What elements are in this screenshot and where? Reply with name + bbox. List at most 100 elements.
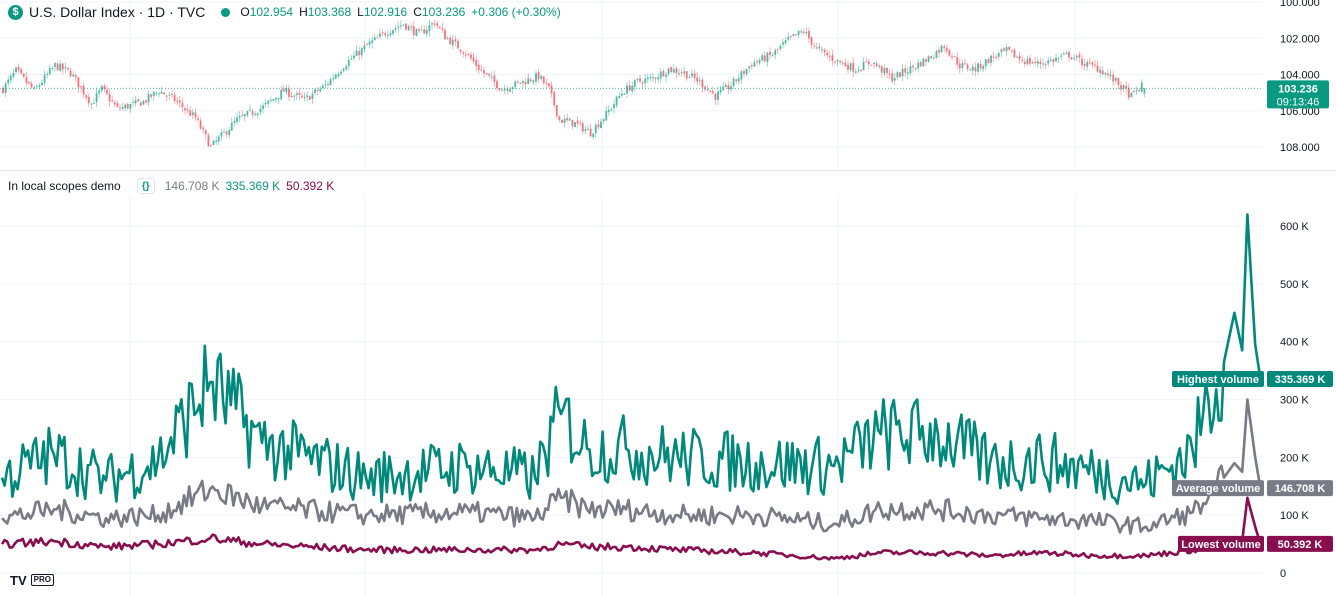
price-axis-tick-label: 106.000 [1280, 106, 1320, 118]
candle-body [883, 68, 886, 74]
candle-body [961, 63, 964, 68]
candle-body [641, 82, 644, 84]
volume-axis-tick-label: 0 [1280, 568, 1286, 580]
candle-body [360, 48, 363, 56]
indicator-legend: In local scopes demo {} 146.708 K 335.36… [8, 178, 334, 194]
tradingview-logo[interactable]: TV PRO [10, 572, 54, 588]
candle-body [566, 118, 569, 121]
candle-body [1104, 72, 1107, 75]
candle-body [249, 109, 251, 111]
candle-body [763, 55, 766, 62]
candle-body [165, 95, 168, 97]
candle-body [139, 102, 142, 106]
candle-body [381, 32, 384, 34]
candle-body [914, 68, 917, 70]
candle-body [85, 95, 88, 98]
indicator-value-lowest: 50.392 K [286, 179, 335, 193]
candle-body [587, 129, 589, 131]
candle-body [464, 54, 467, 56]
candle-body [64, 67, 67, 69]
candle-body [389, 33, 392, 36]
candle-body [1062, 53, 1065, 55]
candle-body [873, 62, 875, 64]
candle-body [550, 85, 553, 93]
candle-body [919, 61, 922, 67]
candle-body [412, 26, 415, 35]
symbol-title[interactable]: U.S. Dollar Index · 1D · TVC [29, 4, 206, 20]
candle-body [41, 82, 43, 86]
candle-body [405, 23, 407, 30]
candle-body [665, 74, 667, 77]
candle-body [233, 120, 236, 123]
candle-body [496, 81, 498, 89]
candle-body [839, 60, 842, 63]
candle-body [930, 55, 933, 59]
candle-body [168, 94, 171, 96]
candle-body [1140, 82, 1143, 92]
candle-body [106, 89, 108, 94]
candle-body [402, 24, 405, 26]
candle-body [15, 67, 17, 73]
candle-body [467, 53, 470, 55]
candle-body [423, 29, 426, 34]
candle-body [181, 102, 184, 108]
candle-body [1081, 58, 1083, 66]
candle-body [1000, 49, 1003, 52]
candle-body [228, 130, 231, 136]
candle-body [12, 72, 15, 77]
candle-body [756, 61, 758, 63]
ohlc-open: O102.954 [240, 5, 294, 19]
candle-body [1114, 77, 1117, 81]
volume-axis-tick-label: 300 K [1280, 395, 1309, 407]
source-code-icon[interactable]: {} [136, 178, 155, 194]
candle-body [267, 100, 270, 104]
candle-body [982, 65, 985, 70]
candle-body [152, 91, 155, 96]
candle-body [678, 73, 680, 75]
candle-body [1138, 90, 1141, 92]
candle-body [80, 86, 82, 88]
candle-body [340, 71, 342, 74]
candle-body [246, 111, 249, 116]
candle-body [28, 81, 30, 84]
candle-body [280, 89, 283, 100]
candle-body [342, 68, 345, 71]
candle-body [4, 83, 7, 93]
candle-body [618, 95, 621, 98]
candle-body [316, 89, 319, 92]
candle-body [589, 128, 592, 137]
candle-body [654, 77, 657, 80]
candle-body [124, 104, 127, 109]
candle-body [129, 104, 132, 109]
candle-body [59, 63, 62, 71]
candle-body [241, 114, 244, 116]
candle-body [511, 87, 514, 89]
candle-body [314, 89, 316, 93]
candle-body [358, 51, 361, 56]
candle-body [254, 113, 257, 116]
candle-body [184, 108, 186, 111]
indicator-name[interactable]: In local scopes demo [8, 179, 121, 193]
candle-body [457, 40, 459, 49]
last-price-label-bg [1267, 80, 1329, 109]
candle-body [493, 75, 496, 82]
candle-body [173, 94, 176, 102]
candle-body [1013, 49, 1016, 58]
candle-body [977, 63, 979, 72]
candle-body [698, 79, 701, 81]
candlestick-series [2, 19, 1146, 147]
candle-body [909, 66, 912, 74]
candle-body [880, 66, 883, 73]
candle-body [995, 56, 998, 58]
candle-body [433, 23, 436, 25]
price-axis-tick-label: 100.000 [1280, 0, 1320, 9]
candle-body [119, 107, 121, 109]
candle-body [438, 26, 441, 28]
candle-body [1086, 61, 1089, 67]
average-volume-name-label: Average volume [1176, 483, 1261, 495]
candle-body [787, 36, 790, 40]
candle-body [410, 26, 413, 28]
candle-body [212, 140, 215, 145]
candle-body [243, 114, 246, 117]
